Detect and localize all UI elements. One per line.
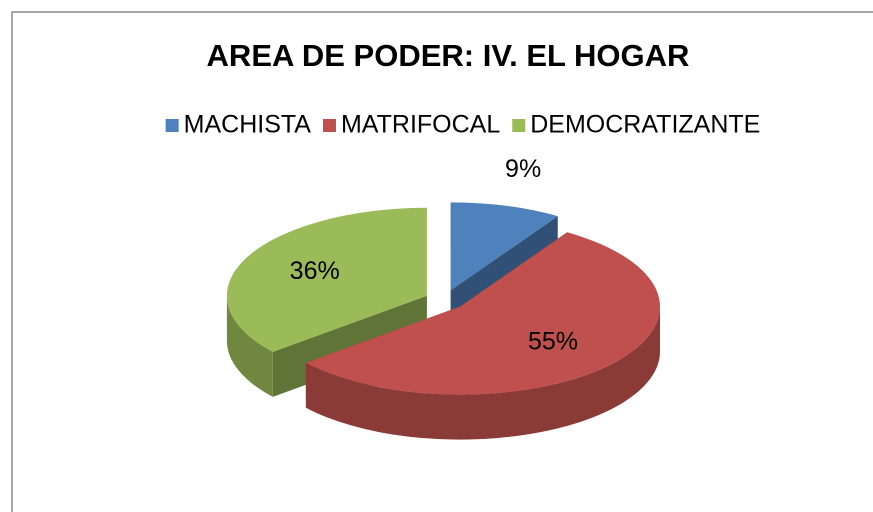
slice-top bbox=[450, 202, 558, 291]
pie-slice bbox=[305, 232, 661, 440]
legend-label: MATRIFOCAL bbox=[341, 111, 500, 139]
legend-label: DEMOCRATIZANTE bbox=[530, 111, 760, 139]
slice-wall bbox=[305, 306, 661, 440]
data-label: 36% bbox=[290, 257, 340, 285]
slice-top bbox=[226, 207, 427, 352]
slice-top bbox=[305, 232, 661, 395]
data-label: 55% bbox=[528, 327, 578, 355]
legend-swatch bbox=[322, 119, 336, 132]
data-label: 9% bbox=[505, 155, 541, 183]
pie: 9% 55% 36% bbox=[226, 155, 661, 440]
legend: MACHISTA MATRIFOCAL DEMOCRATIZANTE bbox=[165, 111, 760, 139]
legend-label: MACHISTA bbox=[184, 111, 312, 139]
slice-wall bbox=[226, 295, 273, 397]
legend-swatch bbox=[512, 119, 526, 132]
chart-title: AREA DE PODER: IV. EL HOGAR bbox=[207, 38, 690, 73]
legend-swatch bbox=[165, 119, 179, 132]
